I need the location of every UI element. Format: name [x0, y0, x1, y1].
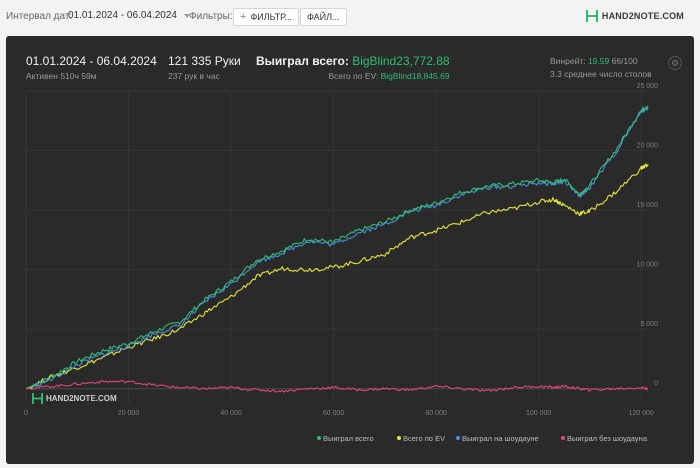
x-tick-label: 80 000: [425, 410, 447, 417]
y-tick-label: 10 000: [637, 262, 659, 269]
plus-icon: +: [240, 11, 247, 23]
hand2note-logo[interactable]: HAND2NOTE.COM: [585, 9, 684, 23]
legend-label: Выиграл на шоудауне: [462, 434, 539, 443]
toolbar: Интервал дат: 01.01.2024 - 06.04.2024 Фи…: [0, 0, 700, 34]
legend-label: Всего по EV: [403, 434, 445, 443]
winrate-suffix: 66/100: [611, 56, 638, 66]
stat-date-range: 01.01.2024 - 06.04.2024 Активен 510ч 59м: [26, 54, 157, 81]
legend-marker: [317, 436, 321, 440]
hands-value: 121 335 Руки: [168, 54, 241, 68]
watermark: HAND2NOTE.COM: [32, 392, 117, 405]
avg-tables: 3.3 среднее число столов: [550, 69, 652, 79]
series-line-4: [25, 379, 649, 393]
y-tick-label: 0: [654, 381, 658, 388]
filter-button-label: ФИЛЬТР...: [250, 12, 292, 22]
x-tick-label: 120 000: [629, 410, 654, 417]
winrate-label: Винрейт:: [550, 56, 586, 66]
y-tick-label: 5 000: [640, 321, 658, 328]
ev-value: BigBlind18,845.69: [380, 71, 450, 81]
y-tick-label: 25 000: [637, 83, 659, 90]
gear-icon[interactable]: ⚙: [668, 56, 682, 70]
file-button[interactable]: ФАЙЛ...: [300, 8, 347, 26]
x-tick-label: 40 000: [220, 410, 242, 417]
won-value: BigBlind23,772.88: [352, 54, 450, 68]
date-range-value: 01.01.2024 - 06.04.2024: [26, 54, 157, 68]
winrate-value: 19.59: [587, 56, 610, 66]
series-line-2: [25, 163, 649, 390]
graph-panel: 01.01.2024 - 06.04.2024 Активен 510ч 59м…: [6, 36, 694, 464]
x-tick-label: 60 000: [323, 410, 345, 417]
series-line-1: [25, 105, 649, 390]
legend-label: Выиграл всего: [323, 434, 374, 443]
won-label: Выиграл всего:: [256, 54, 349, 68]
filters-label: Фильтры:: [189, 11, 233, 22]
x-tick-label: 100 000: [526, 410, 551, 417]
legend-marker: [456, 436, 460, 440]
logo-text: HAND2NOTE.COM: [601, 11, 684, 21]
ev-label: Всего по EV:: [328, 71, 379, 81]
stat-hands: 121 335 Руки 237 рук в час: [168, 54, 241, 81]
stat-winrate: Винрейт: 19.59 66/100 3.3 среднее число …: [550, 56, 652, 79]
date-interval-select[interactable]: 01.01.2024 - 06.04.2024: [68, 10, 190, 21]
date-interval-value: 01.01.2024 - 06.04.2024: [68, 10, 177, 21]
filter-button[interactable]: + ФИЛЬТР...: [233, 8, 299, 26]
stat-winnings: Выиграл всего: BigBlind23,772.88 Всего п…: [256, 54, 450, 81]
date-interval-label: Интервал дат:: [6, 11, 73, 22]
bankroll-chart: 0 20 000 40 000 60 000 80 000 100 000 120 000 0…: [24, 83, 659, 443]
watermark-text: HAND2NOTE.COM: [46, 394, 117, 403]
legend-marker: [561, 436, 565, 440]
legend-label: Выиграл без шоудауна: [567, 434, 648, 443]
file-button-label: ФАЙЛ...: [307, 12, 340, 22]
watermark-logo-icon: [32, 393, 43, 404]
y-tick-label: 20 000: [637, 143, 659, 150]
hands-per-hour: 237 рук в час: [168, 71, 220, 81]
y-tick-label: 15 000: [637, 202, 659, 209]
x-tick-label: 20 000: [118, 410, 140, 417]
x-tick-label: 0: [24, 410, 28, 417]
legend-marker: [397, 436, 401, 440]
active-time: Активен 510ч 59м: [26, 71, 97, 81]
chevron-down-icon: [183, 13, 190, 18]
hand2note-logo-icon: [585, 10, 598, 22]
series-line-3: [25, 106, 649, 390]
